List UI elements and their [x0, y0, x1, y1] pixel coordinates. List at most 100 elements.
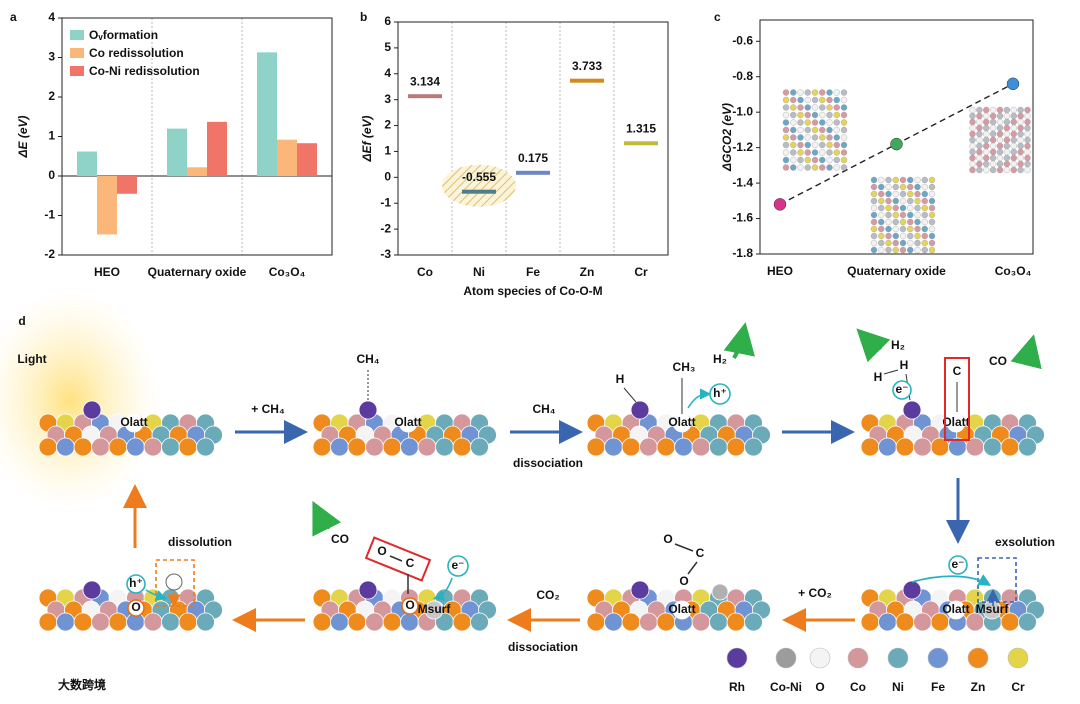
legend-label: O	[815, 680, 824, 694]
structure-atom	[899, 225, 907, 233]
structure-atom	[870, 232, 878, 240]
structure-atom	[899, 183, 907, 191]
atom	[470, 437, 489, 457]
charge-ring	[447, 555, 469, 577]
bar	[297, 143, 317, 176]
structure-atom	[833, 149, 840, 156]
atom	[913, 612, 932, 632]
structure-atom	[969, 118, 976, 126]
x-tick-label: Zn	[580, 265, 595, 279]
structure-atom	[790, 156, 797, 164]
atom	[330, 437, 349, 457]
coni-atom	[711, 583, 729, 601]
bond	[389, 555, 403, 562]
structure-atom	[790, 134, 797, 141]
structure-atom	[811, 89, 819, 96]
diagram-text: e⁻	[451, 558, 464, 572]
site-atom	[946, 413, 966, 433]
bar	[257, 52, 277, 176]
structure-atom	[826, 111, 833, 119]
structure-atom	[892, 211, 899, 219]
structure-atom	[969, 160, 976, 168]
y-tick-label: -2	[44, 247, 55, 261]
legend-swatch	[70, 30, 84, 40]
atom	[400, 437, 419, 457]
structure-atom	[804, 141, 811, 149]
charge-arrow	[432, 577, 453, 601]
diagram-text: dissolution	[168, 535, 232, 549]
atom	[878, 612, 897, 632]
structure-atom	[870, 183, 878, 191]
structure-atom	[840, 111, 848, 119]
structure-atom	[892, 204, 899, 212]
structure-atom	[996, 154, 1004, 162]
structure-atom	[840, 149, 848, 156]
structure-atom	[790, 119, 797, 126]
structure-atom	[989, 124, 997, 132]
structure-atom	[996, 142, 1004, 150]
charge-arrow	[145, 589, 168, 601]
structure-atom	[899, 204, 907, 212]
diagram-text: CH₄	[356, 352, 379, 366]
structure-atom	[819, 134, 826, 141]
structure-atom	[826, 126, 833, 134]
structure-atom	[811, 149, 819, 156]
diagram-text: H	[900, 358, 909, 372]
structure-atom	[907, 225, 914, 233]
legend-swatch	[70, 48, 84, 58]
structure-atom	[989, 136, 997, 144]
structure-atom	[914, 204, 921, 212]
structure-atom	[870, 204, 878, 212]
structure-atom	[989, 106, 997, 114]
structure-atom	[804, 104, 811, 111]
value-label: 1.315	[626, 121, 656, 135]
structure-atom	[928, 183, 936, 191]
diagram-text: dissociation	[513, 456, 583, 470]
atom	[604, 612, 623, 632]
atom	[895, 437, 915, 457]
structure-atom	[892, 190, 899, 198]
atom	[382, 437, 402, 457]
structure-atom	[1017, 124, 1024, 132]
atom	[744, 612, 763, 632]
structure-atom	[826, 104, 833, 111]
x-axis-label: Atom species of Co-O-M	[463, 284, 602, 298]
structure-atom	[797, 104, 804, 111]
legend-label: Co-Ni	[770, 680, 802, 694]
structure-atom	[819, 96, 826, 104]
site-label: Msurf	[418, 602, 452, 616]
site-label: Olatt	[942, 415, 969, 429]
charge-ring	[892, 380, 912, 400]
charge-arrow	[911, 574, 992, 586]
structure-atom	[790, 149, 797, 156]
diagram-text: + CO₂	[798, 586, 832, 600]
structure-atom	[826, 134, 833, 141]
structure-atom	[1024, 142, 1031, 150]
structure-atom	[1003, 136, 1011, 144]
atom	[312, 612, 332, 632]
diagram-text: CH₃	[673, 360, 696, 374]
atom	[143, 437, 163, 457]
structure-atom	[840, 141, 848, 149]
structure-atom	[819, 149, 826, 156]
y-tick-label: -1.4	[732, 175, 753, 189]
bar	[97, 176, 117, 235]
structure-atom	[996, 124, 1004, 132]
structure-atom	[914, 232, 921, 240]
structure-atom	[907, 204, 914, 212]
structure-atom	[819, 104, 826, 111]
structure-atom	[790, 126, 797, 134]
structure-atom	[1024, 106, 1031, 114]
y-tick-label: -1.8	[732, 246, 753, 260]
structure-atom	[907, 176, 914, 184]
structure-atom	[1024, 118, 1031, 126]
atom	[744, 437, 763, 457]
structure-atom	[921, 197, 928, 205]
structure-atom	[870, 197, 878, 205]
y-tick-label: -3	[380, 247, 391, 261]
bond	[674, 543, 694, 552]
x-tick-label: Cr	[634, 265, 648, 279]
diagram-text: e⁻	[951, 557, 964, 571]
structure-atom	[804, 156, 811, 164]
atom	[709, 437, 728, 457]
